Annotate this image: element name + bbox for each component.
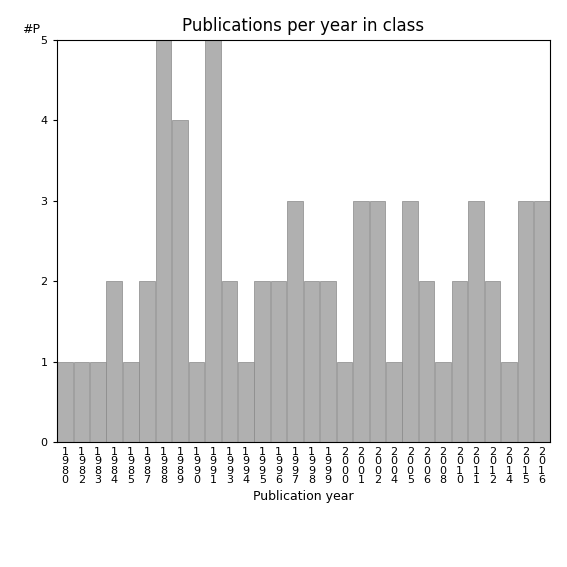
Title: Publications per year in class: Publications per year in class xyxy=(182,18,425,35)
Bar xyxy=(238,362,253,442)
Bar xyxy=(107,281,122,442)
Bar xyxy=(271,281,286,442)
Bar xyxy=(337,362,352,442)
Bar xyxy=(189,362,204,442)
Bar xyxy=(287,201,303,442)
X-axis label: Publication year: Publication year xyxy=(253,490,354,503)
Bar xyxy=(370,201,385,442)
Bar xyxy=(534,201,549,442)
Bar xyxy=(452,281,467,442)
Bar xyxy=(320,281,336,442)
Bar xyxy=(304,281,319,442)
Bar xyxy=(485,281,500,442)
Bar xyxy=(255,281,270,442)
Bar xyxy=(57,362,73,442)
Text: #P: #P xyxy=(22,23,40,36)
Bar xyxy=(90,362,105,442)
Bar xyxy=(123,362,138,442)
Bar xyxy=(156,40,171,442)
Bar xyxy=(74,362,89,442)
Bar xyxy=(468,201,484,442)
Bar xyxy=(172,120,188,442)
Bar xyxy=(518,201,533,442)
Bar xyxy=(205,40,221,442)
Bar xyxy=(353,201,369,442)
Bar xyxy=(139,281,155,442)
Bar xyxy=(222,281,237,442)
Bar xyxy=(501,362,517,442)
Bar xyxy=(419,281,434,442)
Bar xyxy=(386,362,401,442)
Bar xyxy=(403,201,418,442)
Bar xyxy=(435,362,451,442)
